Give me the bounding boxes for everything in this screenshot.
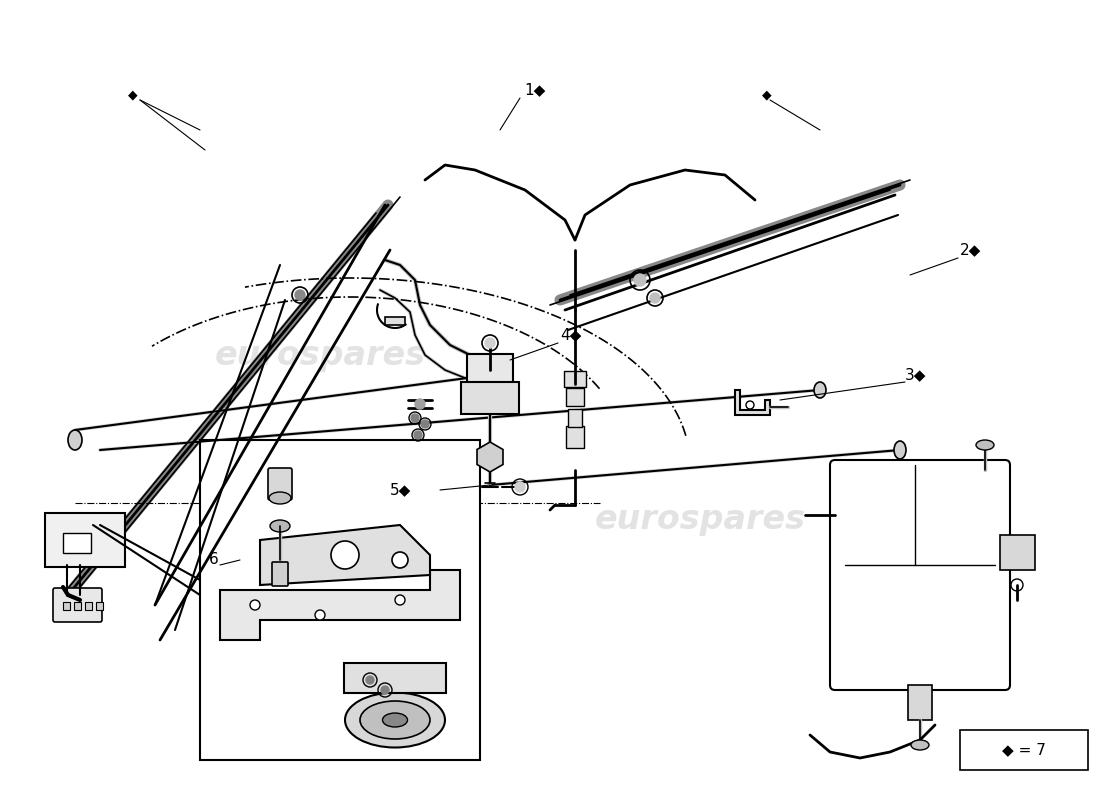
Text: 1◆: 1◆ bbox=[524, 82, 546, 98]
Ellipse shape bbox=[911, 740, 930, 750]
Text: 5◆: 5◆ bbox=[390, 482, 411, 498]
FancyBboxPatch shape bbox=[830, 460, 1010, 690]
Circle shape bbox=[634, 274, 646, 286]
FancyBboxPatch shape bbox=[45, 513, 125, 567]
Ellipse shape bbox=[360, 701, 430, 739]
FancyBboxPatch shape bbox=[53, 588, 102, 622]
Ellipse shape bbox=[894, 441, 906, 459]
Ellipse shape bbox=[814, 382, 826, 398]
Polygon shape bbox=[260, 525, 430, 585]
Circle shape bbox=[515, 482, 525, 492]
Bar bbox=[74, 602, 81, 610]
Circle shape bbox=[395, 595, 405, 605]
Text: ◆: ◆ bbox=[762, 89, 771, 102]
Circle shape bbox=[421, 420, 429, 428]
Circle shape bbox=[381, 686, 389, 694]
Bar bbox=[63, 533, 91, 553]
Bar bbox=[200, 440, 480, 760]
Ellipse shape bbox=[383, 713, 407, 727]
Circle shape bbox=[250, 600, 260, 610]
Polygon shape bbox=[735, 390, 770, 415]
FancyBboxPatch shape bbox=[468, 354, 513, 384]
Text: ◆: ◆ bbox=[128, 89, 138, 102]
Bar bbox=[96, 602, 103, 610]
Bar bbox=[908, 685, 932, 720]
Bar bbox=[385, 317, 405, 325]
Bar bbox=[960, 730, 1088, 770]
Ellipse shape bbox=[270, 492, 292, 504]
Circle shape bbox=[331, 541, 359, 569]
Text: 4◆: 4◆ bbox=[560, 327, 582, 342]
Circle shape bbox=[650, 293, 660, 303]
Circle shape bbox=[366, 676, 374, 684]
Text: 6: 6 bbox=[209, 553, 219, 567]
Text: 3◆: 3◆ bbox=[905, 367, 926, 382]
Bar bbox=[566, 426, 584, 448]
Ellipse shape bbox=[270, 520, 290, 532]
Ellipse shape bbox=[976, 440, 994, 450]
FancyBboxPatch shape bbox=[461, 382, 519, 414]
Ellipse shape bbox=[68, 430, 82, 450]
Polygon shape bbox=[477, 442, 503, 472]
Bar bbox=[1000, 535, 1035, 570]
Circle shape bbox=[295, 290, 305, 300]
Bar bbox=[566, 388, 584, 406]
Ellipse shape bbox=[345, 693, 446, 747]
Text: 2◆: 2◆ bbox=[960, 242, 981, 258]
Circle shape bbox=[485, 338, 495, 348]
FancyBboxPatch shape bbox=[268, 468, 292, 500]
Circle shape bbox=[392, 552, 408, 568]
Circle shape bbox=[415, 399, 425, 409]
Bar bbox=[85, 602, 92, 610]
FancyBboxPatch shape bbox=[344, 663, 446, 693]
Circle shape bbox=[411, 414, 419, 422]
Circle shape bbox=[414, 431, 422, 439]
FancyBboxPatch shape bbox=[272, 562, 288, 586]
Circle shape bbox=[746, 401, 754, 409]
Text: ◆ = 7: ◆ = 7 bbox=[1002, 742, 1046, 758]
Text: eurospares: eurospares bbox=[214, 338, 426, 371]
Bar bbox=[63, 602, 70, 610]
Bar bbox=[564, 371, 586, 387]
Circle shape bbox=[315, 610, 324, 620]
Bar bbox=[568, 409, 582, 427]
Text: eurospares: eurospares bbox=[594, 503, 805, 537]
Polygon shape bbox=[220, 570, 460, 640]
